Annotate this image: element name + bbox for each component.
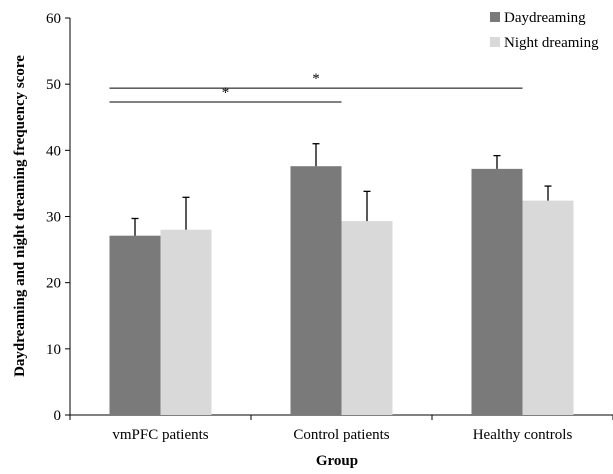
x-axis-title: Group [316, 453, 358, 469]
bar [341, 221, 393, 415]
axes: 0 10 20 30 40 50 60 vmPFC patients Control patie… [46, 11, 613, 443]
significance-star: * [312, 71, 320, 87]
y-tick-label: 30 [46, 210, 61, 226]
bar [522, 200, 574, 415]
bar [471, 168, 523, 415]
significance-star: * [222, 85, 230, 101]
x-tick-label: vmPFC patients [112, 427, 208, 443]
y-tick-label: 50 [46, 77, 61, 93]
bar [160, 229, 212, 415]
legend-label: Night dreaming [504, 35, 599, 51]
y-tick-label: 10 [46, 342, 61, 358]
legend-swatch [490, 12, 500, 22]
x-tick-label: Healthy controls [473, 427, 573, 443]
legend: Daydreaming Night dreaming [490, 10, 599, 51]
x-tick-label: Control patients [293, 427, 389, 443]
y-tick-label: 60 [46, 11, 61, 27]
y-tick-label: 0 [54, 408, 62, 424]
error-bars [131, 143, 552, 236]
significance-annotations: ** [109, 71, 523, 103]
y-axis-title: Daydreaming and night dreaming frequency… [12, 55, 28, 377]
y-tick-label: 40 [46, 143, 61, 159]
legend-label: Daydreaming [504, 10, 586, 26]
bar [109, 235, 161, 415]
bar [290, 166, 342, 415]
bars [109, 166, 574, 415]
y-tick-label: 20 [46, 276, 61, 292]
legend-swatch [490, 37, 500, 47]
